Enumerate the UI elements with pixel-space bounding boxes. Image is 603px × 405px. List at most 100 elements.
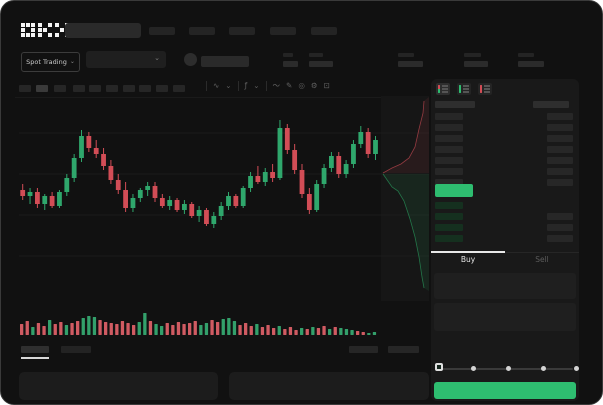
okx-logo[interactable] — [21, 23, 69, 37]
timeframe-slot[interactable] — [54, 85, 66, 92]
search-bar[interactable] — [65, 23, 141, 38]
ask-amount-placeholder — [547, 146, 573, 153]
pair-icon — [184, 53, 197, 66]
bid-price-placeholder[interactable] — [435, 235, 463, 242]
slider-stop-dot[interactable] — [540, 366, 546, 371]
toolbar-divider — [237, 81, 239, 91]
market-type-selector[interactable]: Spot Trading ⌄ — [21, 52, 80, 72]
ask-price-placeholder[interactable] — [435, 179, 463, 186]
timeframe-slot[interactable] — [139, 85, 151, 92]
timeframe-slot[interactable] — [36, 85, 48, 92]
settings-icon[interactable]: ⚙ — [310, 81, 318, 91]
nav-item[interactable] — [189, 27, 215, 35]
ask-price-placeholder[interactable] — [435, 113, 463, 120]
orderbook-price-header — [435, 101, 475, 108]
timeframe-slot[interactable] — [156, 85, 168, 92]
logo-glyph — [38, 23, 52, 37]
nav-item[interactable] — [311, 27, 337, 35]
ask-amount-placeholder — [547, 113, 573, 120]
bottom-action-button-1[interactable] — [349, 346, 378, 353]
stat-value-placeholder — [283, 61, 298, 67]
price-input-placeholder[interactable] — [434, 273, 576, 299]
stat-label-placeholder — [283, 53, 293, 57]
tab-sell[interactable]: Sell — [535, 255, 549, 264]
stat-label-placeholder — [398, 53, 414, 57]
timeframe-slot[interactable] — [73, 85, 85, 92]
slider-stop-dot[interactable] — [506, 366, 511, 371]
bottom-tab-underline — [21, 357, 49, 359]
stat-value-placeholder — [398, 61, 423, 67]
bottom-action-button-2[interactable] — [388, 346, 419, 353]
tab-indicator-rest — [505, 252, 579, 253]
bid-amount-placeholder — [547, 224, 573, 231]
stat-group — [464, 53, 488, 67]
amount-input-placeholder[interactable] — [434, 303, 576, 331]
tab-buy[interactable]: Buy — [460, 255, 476, 264]
chevron-down-icon[interactable]: ⌄ — [253, 81, 260, 91]
chevron-down-icon: ⌄ — [69, 58, 75, 65]
logo-glyph — [21, 23, 35, 37]
orderbook-asks-icon[interactable] — [478, 83, 492, 95]
orderbook-split-icon[interactable] — [436, 83, 450, 95]
pair-name-placeholder — [201, 56, 249, 67]
bid-price-placeholder[interactable] — [435, 213, 463, 220]
timeframe-slot[interactable] — [173, 85, 185, 92]
market-type-label: Spot Trading — [26, 58, 67, 66]
amount-slider-handle[interactable] — [435, 363, 443, 371]
stat-label-placeholder — [464, 53, 481, 57]
bid-price-placeholder[interactable] — [435, 224, 463, 231]
timeframe-slot[interactable] — [123, 85, 135, 92]
bottom-panel-right — [229, 372, 429, 400]
ask-price-placeholder[interactable] — [435, 124, 463, 131]
toolbar-separator — [15, 97, 429, 98]
chart-type-icon[interactable]: ∿ — [213, 81, 220, 91]
fullscreen-icon[interactable]: ⊡ — [323, 81, 330, 91]
bid-amount-placeholder — [547, 213, 573, 220]
chart-toolbar-icons: ∿ ⌄ ƒ ⌄ 〜 ✎ ◎ ⚙ ⊡ — [206, 79, 330, 93]
stat-group — [309, 53, 333, 67]
orderbook-view-toggles — [436, 83, 492, 95]
slider-stop-dot[interactable] — [574, 366, 579, 371]
ask-amount-placeholder — [547, 157, 573, 164]
timeframe-slot[interactable] — [106, 85, 118, 92]
volume-chart[interactable] — [19, 301, 379, 335]
orderbook-amount-header — [533, 101, 569, 108]
ask-price-placeholder[interactable] — [435, 135, 463, 142]
ask-amount-placeholder — [547, 135, 573, 142]
nav-item[interactable] — [270, 27, 296, 35]
pair-selector[interactable]: ⌄ — [86, 51, 166, 68]
stat-value-placeholder — [464, 61, 488, 67]
tab-indicator — [431, 251, 505, 253]
bottom-tab-inactive[interactable] — [61, 346, 91, 353]
timeframe-slot[interactable] — [89, 85, 101, 92]
amount-slider-track[interactable] — [437, 368, 573, 370]
indicators-icon[interactable]: ƒ — [244, 81, 248, 91]
bottom-tab-active[interactable] — [21, 346, 49, 353]
bid-price-placeholder[interactable] — [435, 202, 463, 209]
toolbar-divider — [265, 81, 267, 91]
last-price-bar[interactable] — [435, 184, 473, 197]
chevron-down-icon[interactable]: ⌄ — [225, 81, 232, 91]
nav-item[interactable] — [229, 27, 255, 35]
orderbook-bids-icon[interactable] — [457, 83, 471, 95]
stat-value-placeholder — [518, 61, 544, 67]
nav-item[interactable] — [149, 27, 175, 35]
stat-group — [283, 53, 298, 67]
draw-tool-icon[interactable]: ✎ — [286, 81, 293, 91]
timeframe-slot[interactable] — [19, 85, 31, 92]
ask-price-placeholder[interactable] — [435, 157, 463, 164]
buy-submit-button[interactable] — [434, 382, 576, 399]
trade-panel: Buy Sell — [431, 79, 579, 401]
stat-group — [518, 53, 544, 67]
camera-icon[interactable]: ◎ — [298, 81, 305, 91]
ask-amount-placeholder — [547, 168, 573, 175]
line-tool-icon[interactable]: 〜 — [272, 81, 281, 91]
ask-amount-placeholder — [547, 179, 573, 186]
ask-price-placeholder[interactable] — [435, 146, 463, 153]
toolbar-divider — [206, 81, 207, 91]
slider-stop-dot[interactable] — [471, 366, 476, 371]
stat-label-placeholder — [518, 53, 534, 57]
ask-price-placeholder[interactable] — [435, 168, 463, 175]
price-chart[interactable] — [19, 96, 429, 301]
